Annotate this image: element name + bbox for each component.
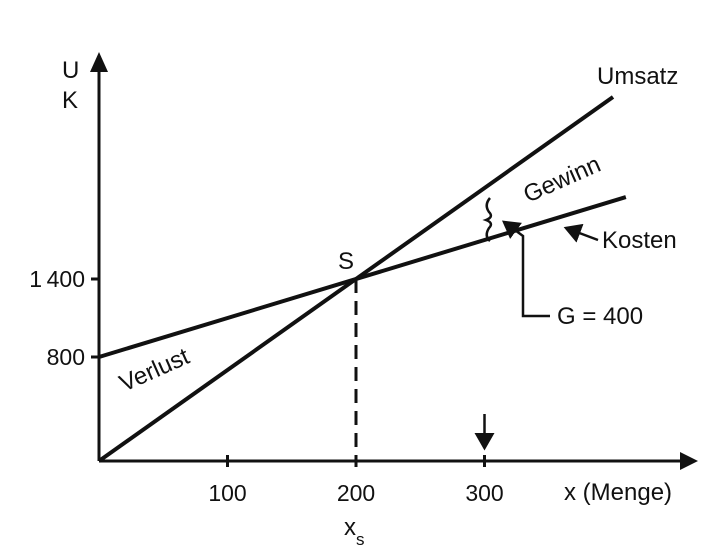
y-axis-label-bottom: K <box>62 87 78 114</box>
break-even-x-subscript: s <box>356 530 365 549</box>
x-tick-label: 300 <box>465 480 503 506</box>
x-tick-label: 100 <box>208 480 246 506</box>
kosten-pointer-arrow <box>563 223 599 243</box>
x-axis-arrow <box>680 452 698 470</box>
break-even-x-symbol: x <box>344 514 356 541</box>
y-axis-arrow <box>90 52 108 72</box>
series-umsatz-label: Umsatz <box>597 63 678 90</box>
profit-brace-icon <box>482 197 493 242</box>
y-axis-label-top: U <box>62 57 79 84</box>
series-kosten-line <box>98 195 627 359</box>
x-axis-label: x (Menge) <box>564 479 672 506</box>
y-tick-label: 800 <box>47 344 85 370</box>
profit-callout-line <box>501 220 550 318</box>
break-even-point-label: S <box>338 248 354 275</box>
loss-region-label: Verlust <box>115 343 193 398</box>
profit-region-label: Gewinn <box>519 151 604 209</box>
x-ticks: 100 200 300 <box>208 455 504 506</box>
y-ticks: 800 1 400 <box>29 266 99 370</box>
y-tick-label: 1 400 <box>29 266 85 292</box>
series-kosten-label: Kosten <box>602 227 677 254</box>
break-even-x-label: xs <box>344 514 365 549</box>
x-tick-label: 200 <box>337 480 375 506</box>
profit-value-label: G = 400 <box>557 303 643 330</box>
